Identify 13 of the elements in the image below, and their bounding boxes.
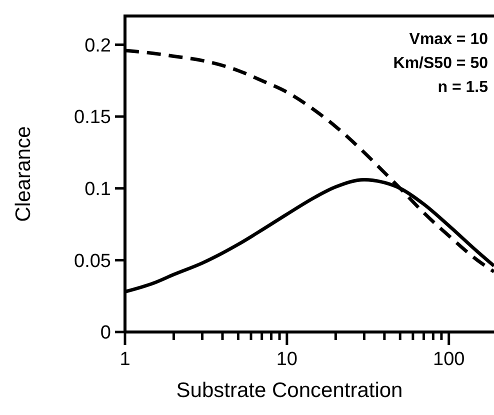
y-tick-label: 0.1 [84,179,111,200]
y-axis-title: Clearance [12,126,35,222]
y-tick-label: 0 [100,322,111,344]
y-tick-label: 0.15 [74,107,111,128]
y-tick-label: 0.2 [84,35,111,56]
y-tick-label: 0.05 [74,250,111,272]
annotation: Km/S50 = 50 [393,55,488,72]
annotation: Vmax = 10 [409,31,488,48]
x-tick-label: 10 [276,349,298,370]
annotation: n = 1.5 [438,79,488,96]
x-tick-label: 100 [433,349,465,370]
x-tick-label: 1 [120,349,130,370]
x-axis-title: Substrate Concentration [176,379,403,402]
